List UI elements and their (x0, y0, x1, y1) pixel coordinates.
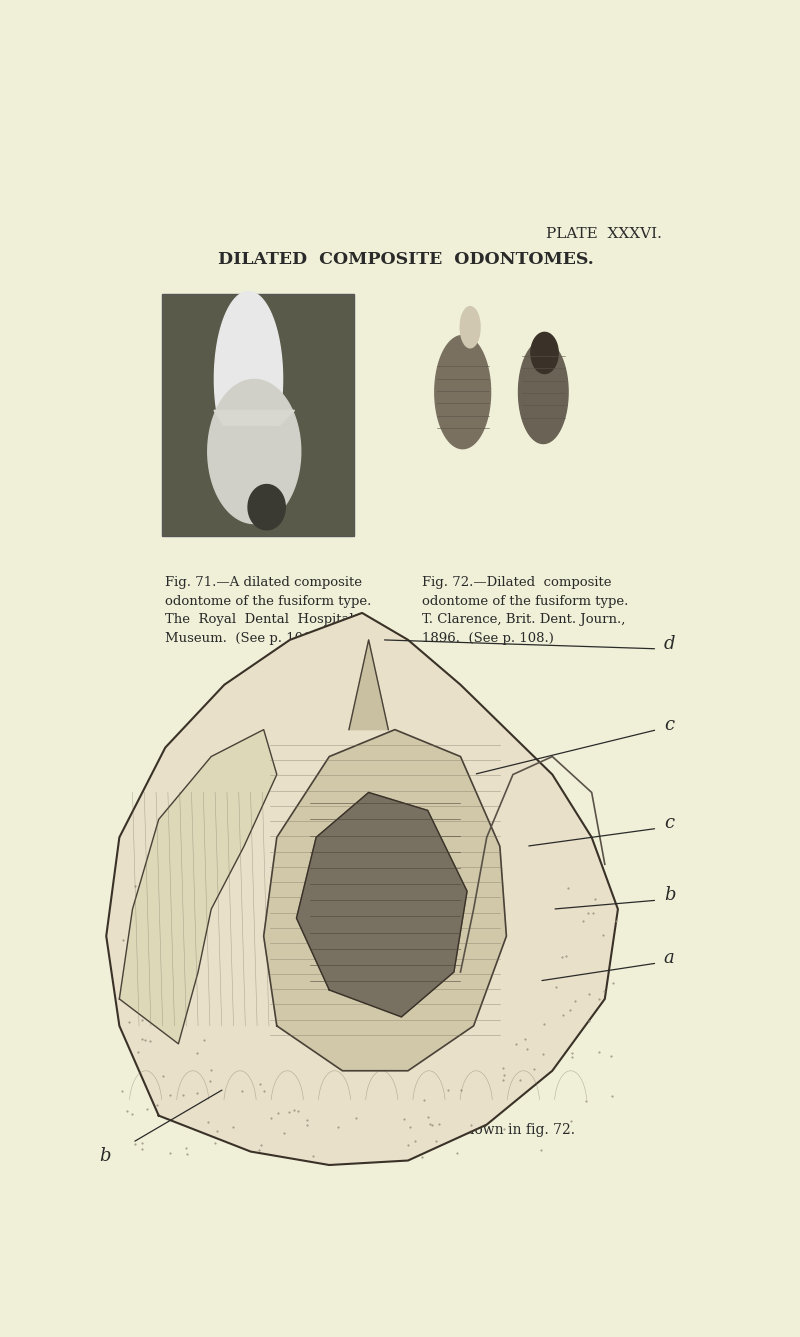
Text: The  Royal  Dental  Hospital: The Royal Dental Hospital (165, 614, 354, 627)
Text: a: a (664, 949, 674, 967)
Polygon shape (264, 730, 506, 1071)
Polygon shape (349, 640, 388, 730)
Text: DILATED  COMPOSITE  ODONTOMES.: DILATED COMPOSITE ODONTOMES. (218, 251, 594, 267)
Polygon shape (106, 612, 618, 1165)
Text: T. Clarence, Brit. Dent. Journ.,: T. Clarence, Brit. Dent. Journ., (422, 614, 626, 627)
Text: odontome of the fusiform type.: odontome of the fusiform type. (422, 595, 629, 608)
Polygon shape (214, 291, 282, 467)
Text: Fig. 71.—A dilated composite: Fig. 71.—A dilated composite (165, 576, 362, 590)
Text: Fig. 72.—Dilated  composite: Fig. 72.—Dilated composite (422, 576, 612, 590)
Polygon shape (435, 336, 490, 449)
Text: Fig. 73.—Section of specimen shown in fig. 72.: Fig. 73.—Section of specimen shown in fi… (245, 1123, 575, 1136)
Text: d: d (664, 635, 675, 652)
Text: PLATE  XXXVI.: PLATE XXXVI. (546, 227, 662, 242)
Text: b: b (100, 1147, 111, 1165)
Text: 1896.  (See p. 108.): 1896. (See p. 108.) (422, 632, 554, 644)
Polygon shape (531, 333, 558, 373)
Text: odontome of the fusiform type.: odontome of the fusiform type. (165, 595, 371, 608)
Bar (162, 294, 354, 536)
Polygon shape (214, 410, 294, 425)
Polygon shape (460, 306, 480, 348)
Polygon shape (248, 484, 286, 529)
Text: Museum.  (See p. 106.): Museum. (See p. 106.) (165, 632, 321, 644)
Polygon shape (208, 380, 301, 524)
Polygon shape (119, 730, 277, 1044)
Text: c: c (664, 814, 674, 833)
Text: b: b (664, 886, 675, 904)
Polygon shape (297, 793, 467, 1017)
Text: c: c (664, 715, 674, 734)
Polygon shape (518, 341, 568, 444)
